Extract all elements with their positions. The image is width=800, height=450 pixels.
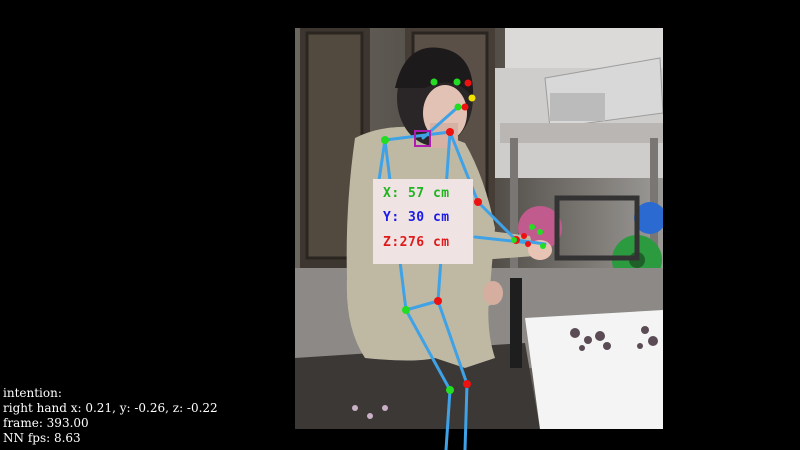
- intention-label: intention:: [3, 386, 62, 400]
- camera-scene: [295, 28, 663, 429]
- fps-readout: NN fps: 8.63: [3, 431, 81, 445]
- position-readout-panel: X: 57 cm Y: 30 cm Z:276 cm: [373, 179, 473, 264]
- frame-counter: frame: 393.00: [3, 416, 89, 430]
- x-coordinate-label: X: 57 cm: [383, 186, 450, 201]
- z-coordinate-label: Z:276 cm: [383, 235, 450, 250]
- right-hand-readout: right hand x: 0.21, y: -0.26, z: -0.22: [3, 401, 218, 415]
- camera-frame: [295, 28, 663, 429]
- y-coordinate-label: Y: 30 cm: [383, 210, 450, 225]
- status-info-panel: intention: right hand x: 0.21, y: -0.26,…: [3, 386, 218, 446]
